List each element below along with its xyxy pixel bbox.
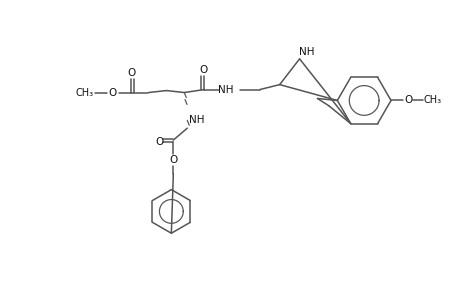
Text: O: O: [108, 88, 117, 98]
Text: CH₃: CH₃: [76, 88, 94, 98]
Text: NH: NH: [218, 85, 233, 94]
Text: O: O: [155, 137, 163, 147]
Text: O: O: [127, 68, 135, 78]
Text: NH: NH: [189, 115, 205, 125]
Text: O: O: [169, 155, 177, 165]
Text: O: O: [404, 95, 412, 106]
Text: O: O: [199, 65, 207, 75]
Text: NH: NH: [298, 47, 313, 57]
Text: CH₃: CH₃: [423, 95, 441, 106]
